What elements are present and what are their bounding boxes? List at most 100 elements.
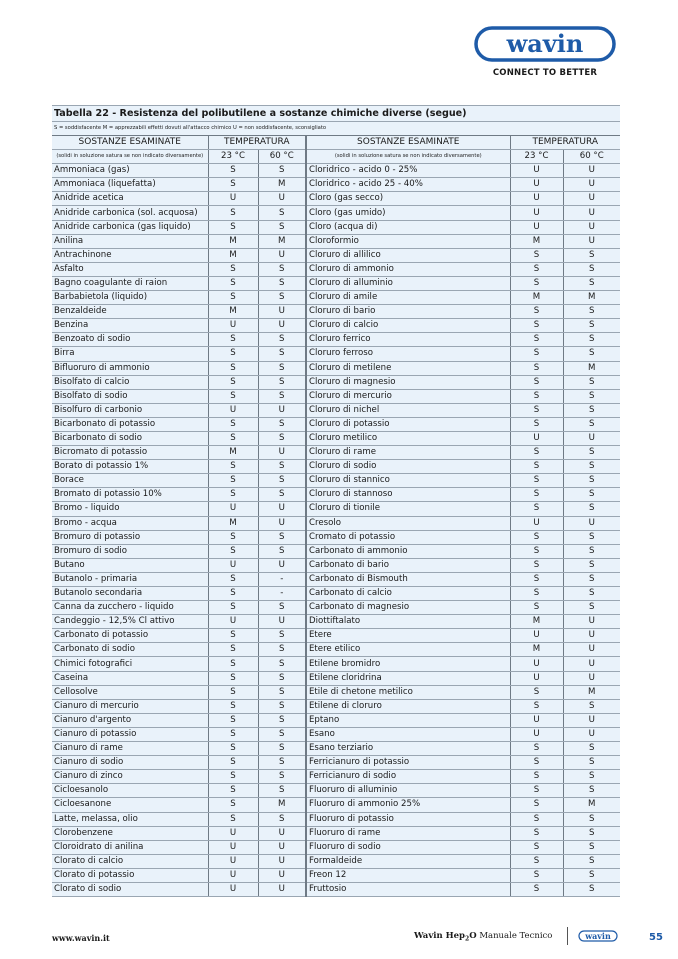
left-substance: Bromuro di sodio <box>52 544 208 559</box>
left-rating-60c: S <box>257 389 306 404</box>
right-rating-60c: U <box>562 191 620 207</box>
left-rating-60c: S <box>257 346 306 362</box>
right-rating-23c: S <box>509 797 563 813</box>
right-rating-23c: U <box>509 628 563 644</box>
left-rating-23c: U <box>207 868 258 883</box>
right-substance: Carbonato di bario <box>305 558 510 573</box>
left-substance: Antrachinone <box>52 248 208 263</box>
table-row: Bagno coagulante di raion S S Cloruro di al… <box>52 276 620 292</box>
right-rating-23c: S <box>509 783 563 799</box>
left-rating-23c: S <box>207 572 258 588</box>
left-substance: Cicloesanone <box>52 797 208 813</box>
right-rating-23c: S <box>509 473 563 489</box>
table-row: Antrachinone M U Cloruro di allilico S S <box>52 248 620 263</box>
right-rating-23c: U <box>509 163 563 179</box>
right-rating-60c: S <box>562 783 620 799</box>
right-rating-23c: S <box>509 361 563 376</box>
right-rating-23c: U <box>509 727 563 743</box>
right-rating-60c: S <box>562 487 620 503</box>
left-rating-23c: U <box>207 840 258 855</box>
left-substance: Cellosolve <box>52 685 208 700</box>
left-rating-60c: S <box>257 699 306 714</box>
left-rating-60c: S <box>257 812 306 827</box>
left-rating-60c: - <box>257 586 306 602</box>
left-rating-23c: S <box>207 741 258 757</box>
right-rating-60c: U <box>562 713 620 728</box>
left-rating-60c: U <box>257 840 306 855</box>
table-row: Cianuro d'argento S S Eptano U U <box>52 713 620 728</box>
left-rating-60c: U <box>257 558 306 573</box>
right-rating-23c: U <box>509 177 563 193</box>
right-rating-23c: U <box>509 671 563 686</box>
left-rating-23c: S <box>207 530 258 545</box>
left-substance: Cianuro di rame <box>52 741 208 757</box>
right-rating-60c: U <box>562 177 620 193</box>
left-substance: Bromuro di potassio <box>52 530 208 545</box>
right-rating-60c: M <box>562 290 620 306</box>
header-temperature-right: TEMPERATURA <box>509 135 620 151</box>
right-substance: Cloruro di stannico <box>305 473 510 489</box>
left-substance: Cicloesanolo <box>52 783 208 799</box>
left-rating-60c: S <box>257 544 306 559</box>
left-rating-60c: S <box>257 783 306 799</box>
left-rating-60c: U <box>257 501 306 517</box>
header-23c-right: 23 °C <box>509 149 563 165</box>
left-substance: Barbabietola (liquido) <box>52 290 208 306</box>
right-rating-23c: S <box>509 699 563 714</box>
right-substance: Cloro (gas secco) <box>305 191 510 207</box>
table-row: Clorobenzene U U Fluoruro di rame S S <box>52 826 620 841</box>
product-name: Wavin Hep <box>414 931 466 941</box>
right-rating-60c: S <box>562 346 620 362</box>
table-row: Bromo - acqua M U Cresolo U U <box>52 516 620 531</box>
right-rating-60c: S <box>562 812 620 827</box>
right-rating-60c: S <box>562 854 620 869</box>
right-rating-60c: S <box>562 417 620 432</box>
left-rating-23c: M <box>207 234 258 249</box>
right-substance: Eptano <box>305 713 510 728</box>
left-rating-23c: S <box>207 487 258 503</box>
left-rating-60c: S <box>257 375 306 390</box>
left-rating-60c: S <box>257 431 306 447</box>
svg-text:wavin: wavin <box>506 29 584 58</box>
table-row: Bromo - liquido U U Cloruro di tionile S S <box>52 501 620 517</box>
right-rating-23c: M <box>509 642 563 658</box>
right-rating-60c: S <box>562 558 620 573</box>
right-rating-60c: M <box>562 685 620 700</box>
left-substance: Bisolfato di sodio <box>52 389 208 404</box>
right-substance: Cloro (gas umido) <box>305 205 510 221</box>
left-rating-60c: S <box>257 361 306 376</box>
left-substance: Carbonato di potassio <box>52 628 208 644</box>
right-rating-60c: S <box>562 530 620 545</box>
left-rating-23c: S <box>207 163 258 179</box>
right-rating-23c: S <box>509 276 563 292</box>
table-row: Bifluoruro di ammonio S S Cloruro di metile… <box>52 361 620 376</box>
right-rating-23c: S <box>509 544 563 559</box>
left-rating-60c: S <box>257 656 306 672</box>
left-rating-23c: S <box>207 642 258 658</box>
left-substance: Bromo - acqua <box>52 516 208 531</box>
footer-url[interactable]: www.wavin.it <box>52 933 110 943</box>
left-rating-23c: S <box>207 628 258 644</box>
right-substance: Ferricianuro di potassio <box>305 755 510 771</box>
right-substance: Cloridrico - acido 25 - 40% <box>305 177 510 193</box>
left-rating-23c: S <box>207 812 258 827</box>
right-substance: Etilene cloridrina <box>305 671 510 686</box>
right-substance: Cloruro di amile <box>305 290 510 306</box>
left-substance: Birra <box>52 346 208 362</box>
table-row: Benzaldeide M U Cloruro di bario S S <box>52 304 620 320</box>
right-rating-23c: S <box>509 826 563 841</box>
left-rating-60c: S <box>257 473 306 489</box>
right-substance: Cloruro di magnesio <box>305 375 510 390</box>
table-row: Butanolo secondaria S - Carbonato di calcio… <box>52 586 620 602</box>
table-row: Caseina S S Etilene cloridrina U U <box>52 671 620 686</box>
right-substance: Cloruro metilico <box>305 431 510 447</box>
product-suffix: O <box>469 931 477 941</box>
left-rating-60c: S <box>257 671 306 686</box>
left-substance: Butanolo secondaria <box>52 586 208 602</box>
left-rating-60c: U <box>257 304 306 320</box>
right-substance: Cloruro di mercurio <box>305 389 510 404</box>
left-rating-23c: S <box>207 544 258 559</box>
right-substance: Cloruro ferroso <box>305 346 510 362</box>
chemical-resistance-table: Tabella 22 - Resistenza del polibutilene… <box>52 105 620 898</box>
left-substance: Cianuro di zinco <box>52 769 208 785</box>
